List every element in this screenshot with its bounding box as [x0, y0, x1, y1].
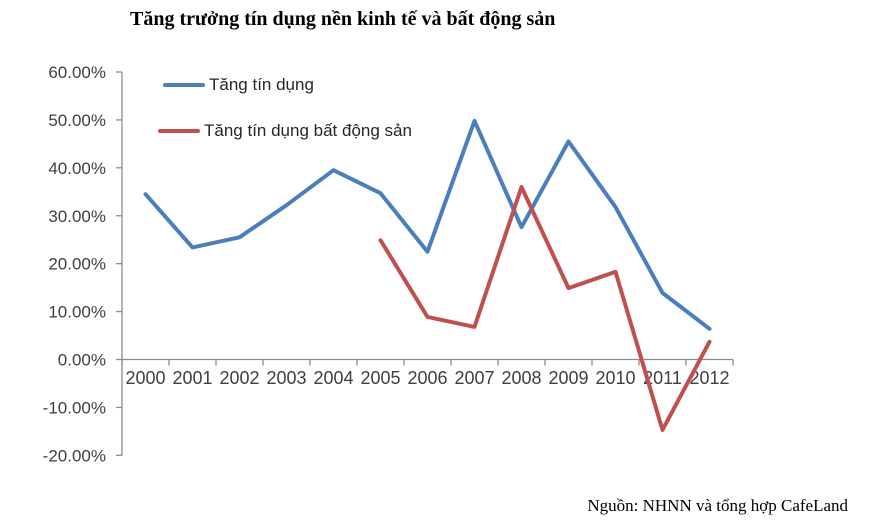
- x-axis-label: 2011: [643, 368, 682, 388]
- x-axis-label: 2006: [407, 368, 447, 388]
- x-axis-label: 2012: [689, 368, 729, 388]
- y-axis-label: 0.00%: [58, 351, 106, 370]
- y-axis-label: 40.00%: [48, 159, 106, 178]
- x-axis-label: 2004: [313, 368, 353, 388]
- series-line-tang-tin-dung-bat-dong-san: [378, 185, 712, 432]
- x-axis-label: 2002: [219, 368, 259, 388]
- x-axis-label: 2009: [548, 368, 588, 388]
- x-axis-label: 2005: [360, 368, 400, 388]
- y-axis-label: 10.00%: [48, 303, 106, 322]
- y-axis-label: -10.00%: [43, 398, 106, 417]
- y-axis-label: -20.00%: [43, 446, 106, 465]
- y-axis-label: 20.00%: [48, 255, 106, 274]
- chart-title: Tăng trưởng tín dụng nền kinh tế và bất …: [130, 8, 556, 30]
- y-axis-label: 30.00%: [48, 207, 106, 226]
- legend-swatch-red-line-icon: [158, 129, 200, 133]
- x-axis-label: 2008: [501, 368, 541, 388]
- legend-item-tang-tin-dung-bat-dong-san: Tăng tín dụng bất động sản: [158, 121, 412, 141]
- source-credit: Nguồn: NHNN và tổng hợp CafeLand: [587, 496, 848, 515]
- x-axis-label: 2003: [266, 368, 306, 388]
- legend-item-tang-tin-dung: Tăng tín dụng: [163, 75, 314, 95]
- x-axis-label: 2007: [454, 368, 494, 388]
- y-axis-label: 50.00%: [48, 111, 106, 130]
- x-axis-label: 2000: [125, 368, 165, 388]
- legend-swatch-blue-line-icon: [163, 83, 205, 87]
- x-axis-label: 2010: [595, 368, 635, 388]
- x-axis-label: 2001: [172, 368, 212, 388]
- y-axis-label: 60.00%: [48, 63, 106, 82]
- series-line-tang-tin-dung: [143, 118, 712, 331]
- legend-label-tang-tin-dung-bat-dong-san: Tăng tín dụng bất động sản: [204, 121, 412, 140]
- legend-label-tang-tin-dung: Tăng tín dụng: [209, 75, 314, 94]
